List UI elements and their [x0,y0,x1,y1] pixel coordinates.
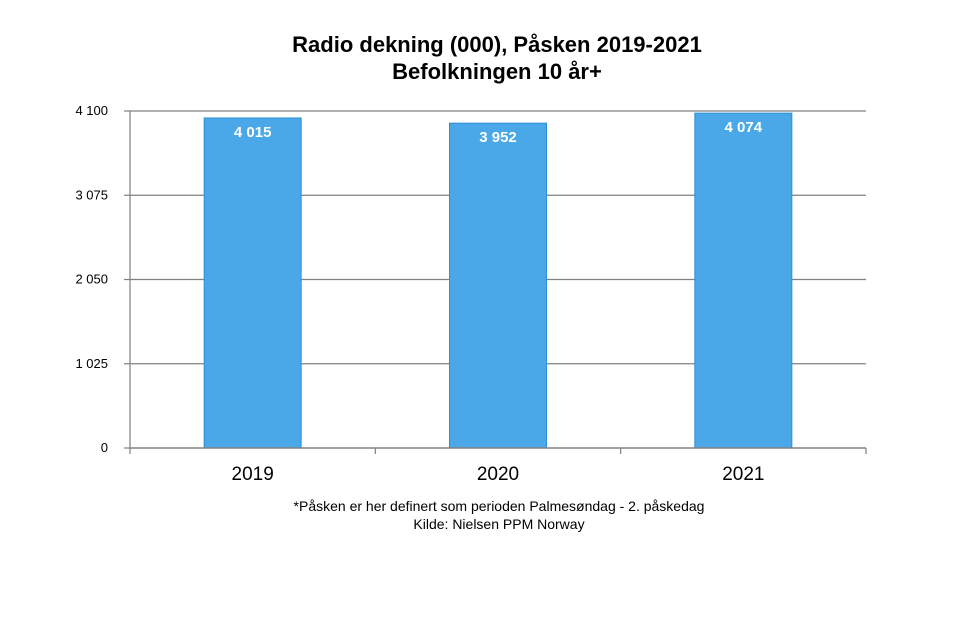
x-tick-label: 2021 [722,464,764,485]
bar-value-label: 4 074 [725,119,763,136]
y-tick-label: 1 025 [75,356,108,371]
chart-title: Radio dekning (000), Påsken 2019-2021 Be… [0,31,980,85]
footnote: *Påsken er her definert som perioden Pal… [0,497,980,533]
y-tick-label: 2 050 [75,272,108,287]
x-tick-label: 2020 [477,464,519,485]
bar-value-label: 4 015 [234,124,272,141]
y-tick-label: 0 [101,440,108,455]
bar [449,122,547,449]
bar [694,112,793,449]
y-tick-label: 3 075 [75,187,108,202]
footnote-source: Kilde: Nielsen PPM Norway [413,516,585,532]
footnote-definition: *Påsken er her definert som perioden Pal… [293,498,705,514]
y-tick-label: 4 100 [75,103,108,118]
x-tick-label: 2019 [232,464,274,485]
chart-title-text: Radio dekning (000), Påsken 2019-2021 [292,32,702,57]
chart-subtitle: Befolkningen 10 år+ [392,59,602,84]
bar-value-label: 3 952 [479,129,517,146]
bar [203,117,302,449]
